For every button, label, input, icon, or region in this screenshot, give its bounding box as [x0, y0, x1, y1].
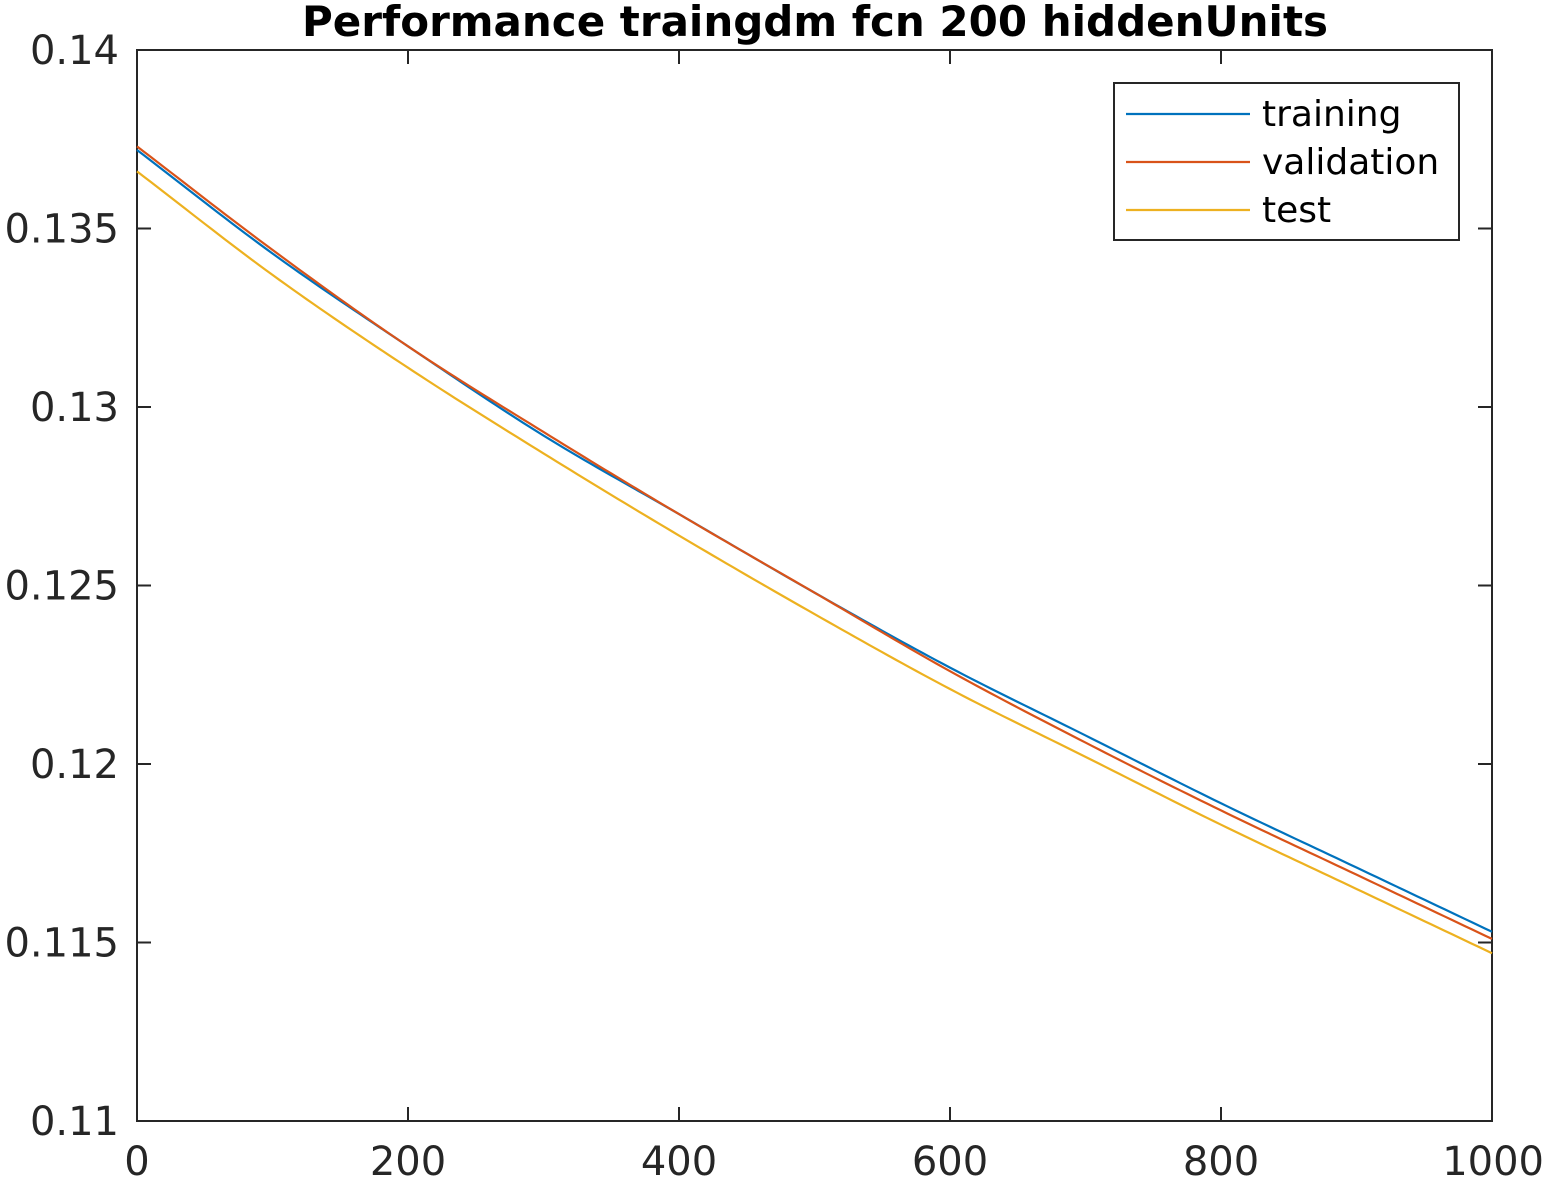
- x-tick-label: 200: [370, 1139, 446, 1181]
- legend-label-training: training: [1262, 94, 1401, 135]
- legend: training validation test: [1113, 82, 1460, 241]
- y-tick-label: 0.12: [30, 742, 119, 788]
- x-tick-label: 600: [912, 1139, 988, 1181]
- y-tick-label: 0.14: [30, 28, 119, 74]
- y-tick-label: 0.11: [30, 1099, 119, 1145]
- y-tick-label: 0.13: [30, 385, 119, 431]
- y-tick-label: 0.115: [4, 921, 119, 967]
- legend-label-test: test: [1262, 190, 1331, 231]
- series-group: [136, 145, 1493, 955]
- y-tick-label: 0.135: [4, 207, 119, 253]
- x-tick-label: 400: [641, 1139, 717, 1181]
- series-line-test: [136, 170, 1493, 955]
- chart-title: Performance traingdm fcn 200 hiddenUnits: [302, 0, 1328, 46]
- legend-label-validation: validation: [1262, 142, 1439, 183]
- axis-ticks: 0 200 400 600 800 1000 0.11 0.115 0.12 0.125 0.13 0…: [4, 28, 1544, 1181]
- x-tick-label: 1000: [1442, 1139, 1544, 1181]
- series-line-validation: [136, 145, 1493, 940]
- x-tick-label: 0: [124, 1139, 149, 1181]
- x-tick-label: 800: [1183, 1139, 1259, 1181]
- y-tick-label: 0.125: [4, 564, 119, 610]
